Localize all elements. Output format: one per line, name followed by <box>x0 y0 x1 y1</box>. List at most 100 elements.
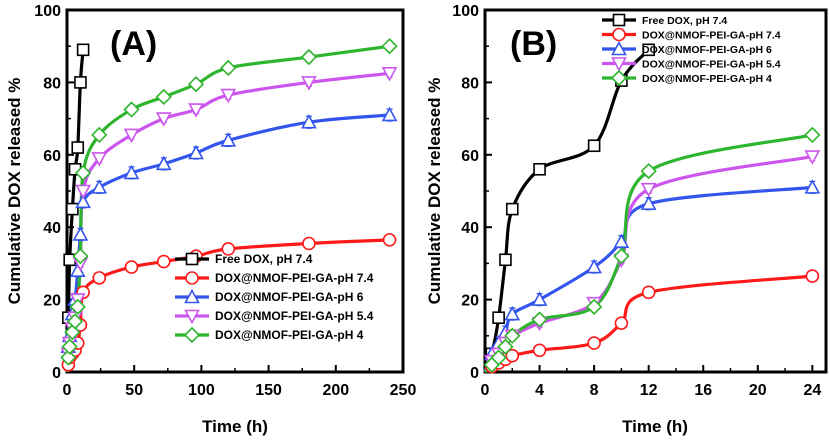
panel-a-point-s1 <box>76 43 90 57</box>
panel-a-point-s2 <box>156 254 171 269</box>
panel-b-xtick-label: 4 <box>535 382 544 399</box>
panel-b-point-s3 <box>531 291 548 306</box>
panel-b-xlabel: Time (h) <box>622 417 688 436</box>
panel-b-legend: Free DOX, pH 7.4 DOX@NMOF-PEI-GA-pH 7.4 DO… <box>602 13 781 87</box>
panel-a-point-s2 <box>221 242 236 256</box>
panel-a-point-s3 <box>301 114 317 129</box>
panel-a-point-s5 <box>74 164 92 182</box>
panel-b-ytick-label: 0 <box>470 365 479 382</box>
panel-b-xtick-label: 12 <box>640 382 658 399</box>
panel-b-xtick-label: 16 <box>694 382 712 399</box>
panel-a-legend-marker <box>183 326 201 344</box>
panel-b-point-s5 <box>531 311 548 328</box>
panel-b-point-s1 <box>533 162 546 176</box>
panel-a-legend-entry: DOX@NMOF-PEI-GA-pH 7.4 <box>215 271 374 285</box>
panel-a-legend-marker <box>185 271 199 285</box>
panel-a-point-s1 <box>71 141 85 154</box>
panel-a-legend-marker <box>184 288 200 304</box>
panel-a-point-s3 <box>91 179 108 194</box>
panel-a-point-s5 <box>69 298 86 315</box>
panel-a-point-s4 <box>301 76 317 91</box>
panel-a-point-s3 <box>155 155 172 171</box>
panel-a-point-s5 <box>72 248 89 265</box>
panel-b-point-s2 <box>587 336 601 350</box>
panel-a-ytick-label: 0 <box>52 365 61 382</box>
panel-a-point-s3 <box>75 193 91 209</box>
panel-a-point-s5 <box>381 38 398 55</box>
panel-a-point-s5 <box>64 324 81 341</box>
panel-a-point-s2 <box>302 236 316 251</box>
panel-b-legend-marker <box>611 40 627 56</box>
panel-a-point-s5 <box>220 59 237 77</box>
panel-a-point-s5 <box>66 313 84 330</box>
panel-a-plot-area: 0 50 100 150 200 250 0 20 40 60 80 100 <box>34 3 416 399</box>
panel-b-ytick-label: 80 <box>461 75 479 92</box>
panel-a-label: (A) <box>110 25 157 63</box>
panel-b-legend-entry: DOX@NMOF-PEI-GA-pH 7.4 <box>642 30 781 42</box>
panel-a-legend-marker <box>185 252 199 266</box>
panel-a-point-s5 <box>300 48 318 66</box>
panel-a-legend-entry: DOX@NMOF-PEI-GA-pH 6 <box>215 290 364 304</box>
panel-b-point-s3 <box>586 258 602 274</box>
panel-a-legend-entry: Free DOX, pH 7.4 <box>215 252 313 266</box>
panel-b-legend-marker <box>611 57 627 72</box>
panel-a: 0 50 100 150 200 250 0 20 40 60 80 100 (A) Time (h)… <box>5 3 416 436</box>
panel-a-legend-marker <box>184 309 200 325</box>
panel-a-xtick-label: 100 <box>188 382 215 399</box>
panel-b-point-s4 <box>640 182 657 198</box>
panel-b-point-s5 <box>497 338 514 355</box>
panel-b-xtick-label: 20 <box>749 382 767 399</box>
panel-a-point-s5 <box>123 101 140 118</box>
panel-a-point-s2 <box>382 233 397 247</box>
panel-b-point-s4 <box>804 150 821 165</box>
panel-a-point-s4 <box>75 184 91 200</box>
panel-b-plot-area: 0 4 8 12 16 20 24 0 20 40 60 80 100 <box>452 3 821 399</box>
panel-a-point-s4 <box>381 67 398 82</box>
panel-b-ytick-label: 20 <box>461 293 479 310</box>
panel-b-ylabel: Cumulative DOX released % <box>425 78 444 305</box>
panel-b-point-s1 <box>587 139 601 153</box>
panel-a-point-s5 <box>91 126 108 144</box>
panel-b-xtick-label: 24 <box>803 382 821 399</box>
panel-b-point-s1 <box>642 43 655 57</box>
panel-a-point-s4 <box>91 152 108 167</box>
panel-b-point-s2 <box>805 269 820 283</box>
panel-b-point-s5 <box>504 327 521 344</box>
panel-a-point-s5 <box>61 338 78 355</box>
panel-a-point-s5 <box>60 349 77 366</box>
panel-a-ytick-label: 60 <box>43 148 61 165</box>
panel-a-point-s3 <box>381 106 398 122</box>
panel-a-point-s4 <box>188 103 204 118</box>
panel-b-point-s3 <box>504 305 521 321</box>
panel-b-ytick-label: 40 <box>461 220 479 237</box>
panel-b-point-s2 <box>641 285 656 300</box>
panel-a-point-s1 <box>74 76 87 89</box>
panel-b-ytick-label: 100 <box>452 3 479 20</box>
panel-b-point-s2 <box>532 343 547 358</box>
panel-b-legend-entry: DOX@NMOF-PEI-GA-pH 6 <box>642 44 772 56</box>
panel-a-point-s4 <box>123 128 140 144</box>
panel-a-xtick-label: 250 <box>390 382 417 399</box>
panel-a-point-s3 <box>123 164 140 180</box>
panel-b-legend-entry: Free DOX, pH 7.4 <box>642 15 727 27</box>
panel-a-ytick-label: 80 <box>43 75 61 92</box>
panel-a-ytick-label: 40 <box>43 220 61 237</box>
panel-a-point-s3 <box>72 226 89 241</box>
panel-b-point-s1 <box>492 311 505 325</box>
panel-a-xtick-label: 200 <box>322 382 349 399</box>
panel-a-legend-entry: DOX@NMOF-PEI-GA-pH 4 <box>215 328 364 342</box>
panel-b-legend-marker <box>612 27 626 42</box>
panel-b-point-s5 <box>613 248 630 265</box>
panel-a-xtick-label: 0 <box>63 382 72 399</box>
panel-b-point-s5 <box>490 349 507 366</box>
panel-b-point-s2 <box>505 348 520 363</box>
panel-b-point-s1 <box>505 202 519 216</box>
panel-b-point-s3 <box>613 233 630 248</box>
panel-a-ytick-label: 20 <box>43 293 61 310</box>
panel-b: 0 4 8 12 16 20 24 0 20 40 60 80 100 (B) Time (h) Cum… <box>425 3 828 436</box>
panel-b-point-s1 <box>499 253 512 267</box>
panel-a-legend-entry: DOX@NMOF-PEI-GA-pH 5.4 <box>215 309 374 323</box>
panel-b-point-s5 <box>585 298 603 315</box>
panel-a-point-s5 <box>187 76 205 93</box>
